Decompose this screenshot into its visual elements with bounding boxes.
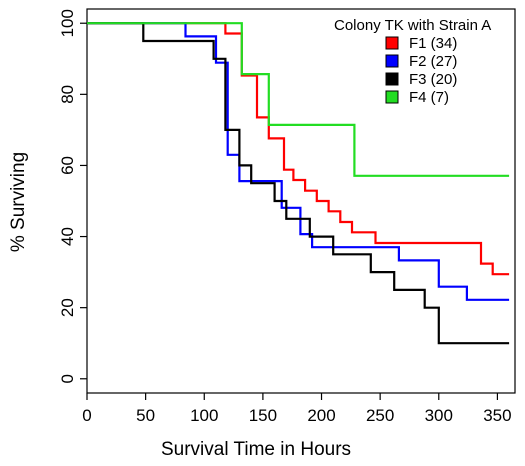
y-tick-label-20: 20 [58, 298, 77, 317]
x-axis: 0 50 100 150 200 250 300 350 [82, 393, 512, 425]
y-tick-label-40: 40 [58, 227, 77, 246]
series-line-f3 [87, 22, 510, 345]
series-line-f1 [87, 22, 510, 276]
x-tick-label-150: 150 [249, 406, 277, 425]
x-axis-title: Survival Time in Hours [161, 439, 351, 460]
plot-frame [86, 8, 516, 394]
x-tick-label-50: 50 [136, 406, 155, 425]
series-line-f2 [87, 22, 510, 301]
legend: Colony TK with Strain A F1 (34)F2 (27)F3… [334, 17, 491, 106]
y-axis-title: % Surviving [8, 152, 29, 252]
x-tick-label-0: 0 [82, 406, 91, 425]
legend-swatch-f2 [385, 54, 399, 68]
y-tick-label-100: 100 [58, 9, 77, 37]
legend-swatch-f4 [385, 90, 399, 104]
series-layer [87, 22, 510, 345]
x-tick-label-250: 250 [366, 406, 394, 425]
y-tick-label-60: 60 [58, 156, 77, 175]
x-tick-label-300: 300 [425, 406, 453, 425]
legend-label-f1: F1 (34) [409, 35, 457, 52]
legend-label-f3: F3 (20) [409, 71, 457, 88]
y-axis: 0 20 40 60 80 100 [58, 9, 87, 384]
y-tick-label-80: 80 [58, 85, 77, 104]
legend-swatch-f3 [385, 72, 399, 86]
legend-label-f2: F2 (27) [409, 53, 457, 70]
x-tick-label-200: 200 [307, 406, 335, 425]
x-tick-label-350: 350 [483, 406, 511, 425]
legend-swatch-f1 [385, 36, 399, 50]
series-line-f4 [87, 22, 510, 177]
x-tick-label-100: 100 [190, 406, 218, 425]
legend-label-f4: F4 (7) [409, 89, 449, 106]
y-tick-label-0: 0 [58, 374, 77, 383]
legend-title: Colony TK with Strain A [334, 17, 491, 34]
